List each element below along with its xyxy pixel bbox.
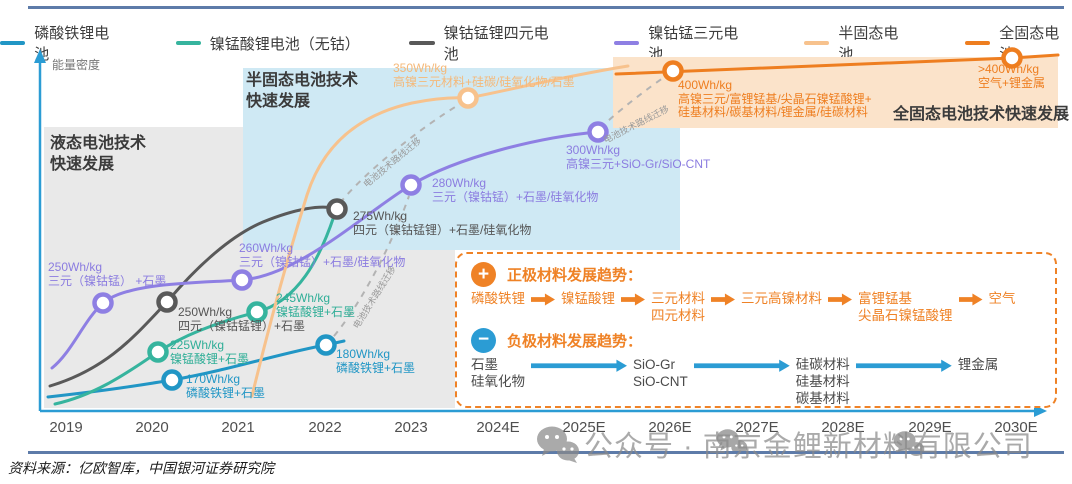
cathode-item: 三元高镍材料 [741,291,822,306]
arrow-right-icon [828,293,852,306]
cathode-item: 空气 [988,291,1016,306]
watermark-text: 公众号 · 南京金鲤新材料有限公司 [584,431,1033,463]
point-semisolid-350 [457,87,479,109]
label-allsolid-400plus: >400Wh/kg 空气+锂金属 [978,62,1046,90]
region-label-liquid: 液态电池技术 快速发展 [50,135,147,173]
point-lfp-180 [315,334,337,356]
legend-label: 镍锰酸锂电池（无钴） [209,35,360,53]
point-lfp-170 [161,369,183,391]
wechat-icon [716,429,748,454]
point-ncm-300 [587,121,609,143]
anode-trend-title: 负极材料发展趋势： [507,332,643,350]
anode-trend-row: 石墨 硅氧化物 SiO-Gr SiO-CNT 硅碳材料 硅基材料 碳基材料 锂金… [471,357,1043,408]
label-lfp-180: 180Wh/kg 磷酸铁锂+石墨 [336,347,416,375]
label-quad-250: 250Wh/kg 四元（镍钴锰锂）+石墨 [178,305,306,333]
tick-2026e: 2026E [648,419,692,436]
label-semisolid-350: 350Wh/kg 高镍三元材料+硅碳/硅氧化物/石墨 [393,61,575,89]
legend-swatch-quad [409,41,435,45]
arrow-right-icon [855,359,952,372]
legend-item-quad: 镍钴锰锂四元电池 [409,22,560,64]
region-label-semi-solid: 半固态电池技术 快速发展 [246,72,359,110]
wechat-icon [537,426,579,463]
cathode-item: 三元材料 四元材料 [651,291,705,323]
point-ncm-260 [231,269,253,291]
legend-item-lnmo: 镍锰酸锂电池（无钴） [175,33,360,54]
migration-dash-2 [339,103,461,204]
cathode-trend-row: 磷酸铁锂 镍锰酸锂 三元材料 四元材料 三元高镍材料 富锂锰基 尖晶石镍锰酸锂 … [471,291,1043,325]
cathode-trend-title: 正极材料发展趋势： [507,267,643,284]
anode-item: 石墨 硅氧化物 [471,356,525,389]
point-lnmo-225 [147,341,169,363]
cathode-item: 磷酸铁锂 [471,291,525,306]
curve-semisolid [250,64,630,398]
region-all-solid-battery [613,57,1058,128]
legend-swatch-semisolid [804,41,830,45]
anode-item: 硅碳材料 硅基材料 碳基材料 [795,356,850,406]
anode-item: SiO-Gr SiO-CNT [633,356,688,389]
label-lnmo-225: 225Wh/kg 镍锰酸锂+石墨 [170,338,250,366]
point-quad-275 [326,198,348,220]
label-lnmo-245: 245Wh/kg 镍锰酸锂+石墨 [276,291,356,319]
point-quad-250 [156,291,178,313]
y-axis-label: 能量密度 [52,58,101,72]
arrow-right-icon [693,359,790,372]
point-allsolid-400 [662,60,684,82]
label-ncm-250: 250Wh/kg 三元（镍钴锰） +石墨 [48,260,167,288]
x-axis-arrow-icon [1034,405,1047,417]
tick-2030e: 2030E [994,419,1038,436]
label-allsolid-400: 400Wh/kg 高镍三元/富锂锰基/尖晶石镍锰酸锂+ 硅基材料/碳基材料/锂金属/… [678,78,872,119]
y-axis-arrow-icon [34,49,46,63]
label-lfp-170: 170Wh/kg 磷酸铁锂+石墨 [186,372,266,400]
legend-label: 镍钴锰锂四元电池 [443,25,549,63]
source-note: 资料来源：亿欧智库，中国银河证券研究院 [8,462,274,477]
tick-2029e: 2029E [908,419,952,436]
cathode-trend-header: + 正极材料发展趋势： [471,262,1043,287]
tick-2027e: 2027E [735,419,779,436]
point-ncm-250 [92,292,114,314]
label-ncm-260: 260Wh/kg 三元（镍钴锰）+石墨/硅氧化物 [239,241,406,269]
arrow-right-icon [531,293,555,306]
tick-2019: 2019 [49,419,83,436]
curve-quad [48,205,338,388]
minus-icon: − [471,327,496,353]
cathode-item: 镍锰酸锂 [561,291,615,306]
legend: 磷酸铁锂电池 镍锰酸锂电池（无钴） 镍钴锰锂四元电池 镍钴锰三元电池 半固态电池… [0,22,1072,64]
cathode-item: 富锂锰基 尖晶石镍锰酸锂 [858,291,953,323]
plus-icon: + [471,262,496,287]
legend-swatch-ncm [614,41,640,45]
tick-2021: 2021 [221,419,255,436]
point-allsolid-400plus [1001,47,1023,69]
legend-swatch-allsolid [965,41,991,45]
arrow-right-icon [711,293,735,306]
label-quad-275: 275Wh/kg 四元（镍钴锰锂）+石墨/硅氧化物 [353,209,532,237]
tick-2020: 2020 [135,419,169,436]
top-divider [28,6,1064,9]
arrow-right-icon [621,293,645,306]
migration-dash-3 [599,75,667,129]
label-ncm-300: 300Wh/kg 高镍三元+SiO-Gr/SiO-CNT [566,143,711,171]
arrow-right-icon [531,359,627,372]
tick-2022: 2022 [308,419,342,436]
curve-lnmo [53,214,336,406]
arrow-right-icon [958,293,983,306]
tick-2025e: 2025E [562,419,606,436]
migration-dash-1 [325,195,410,346]
legend-swatch-lfp [0,41,26,45]
point-lnmo-245 [246,301,268,323]
material-trends-panel: + 正极材料发展趋势： 磷酸铁锂 镍锰酸锂 三元材料 四元材料 三元高镍材料 富… [455,252,1057,408]
legend-swatch-lnmo [175,41,201,45]
point-ncm-280 [400,174,422,196]
tick-2023: 2023 [394,419,428,436]
wechat-icon [893,431,925,456]
tick-2028e: 2028E [821,419,865,436]
anode-trend-header: − 负极材料发展趋势： [471,327,1043,353]
label-ncm-280: 280Wh/kg 三元（镍钴锰）+石墨/硅氧化物 [432,176,599,204]
region-label-all-solid: 全固态电池技术快速发展 [893,106,1070,123]
tick-2024e: 2024E [476,419,520,436]
anode-item: 锂金属 [957,356,999,372]
watermark: 公众号 · 南京金鲤新材料有限公司 [536,423,1033,465]
